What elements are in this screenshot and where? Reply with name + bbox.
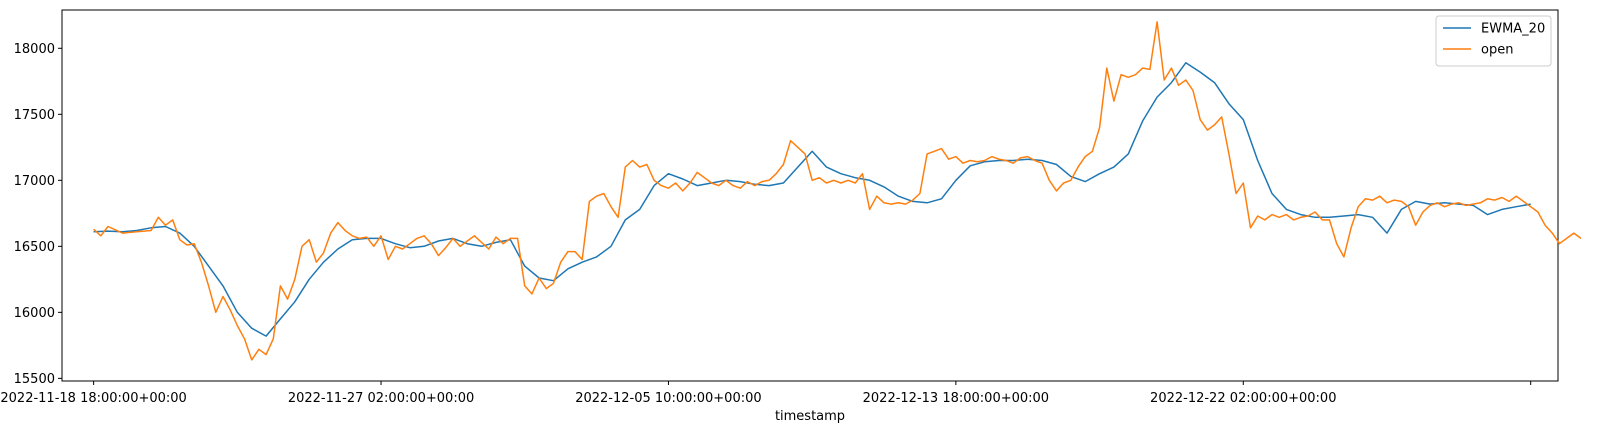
x-axis: 2022-11-18 18:00:00+00:00 2022-11-27 02:0…: [0, 381, 1532, 406]
y-tick-label: 17000: [14, 174, 55, 189]
y-tick-label: 17500: [14, 108, 55, 123]
x-tick-label: 2022-11-18 18:00:00+00:00: [0, 391, 186, 406]
plot-area: [61, 9, 1559, 382]
legend-label: EWMA_20: [1481, 22, 1545, 37]
x-tick-label: 2022-12-22 02:00:00+00:00: [1150, 391, 1336, 406]
x-tick-label: 2022-12-05 10:00:00+00:00: [575, 391, 761, 406]
series-layer: [93, 21, 1582, 361]
legend-label: open: [1481, 43, 1513, 58]
series-line-ewma-20: [93, 62, 1531, 337]
x-tick-label: 2022-12-13 18:00:00+00:00: [863, 391, 1049, 406]
y-tick-label: 16500: [14, 240, 55, 255]
x-tick-label: 2022-11-27 02:00:00+00:00: [288, 391, 474, 406]
y-tick-label: 18000: [14, 42, 55, 57]
y-axis: 15500 16000 16500 17000 17500 18000: [14, 42, 62, 387]
x-axis-title: timestamp: [775, 409, 845, 424]
y-tick-label: 16000: [14, 306, 55, 321]
y-tick-label: 15500: [14, 372, 55, 387]
series-line-open: [93, 21, 1582, 361]
